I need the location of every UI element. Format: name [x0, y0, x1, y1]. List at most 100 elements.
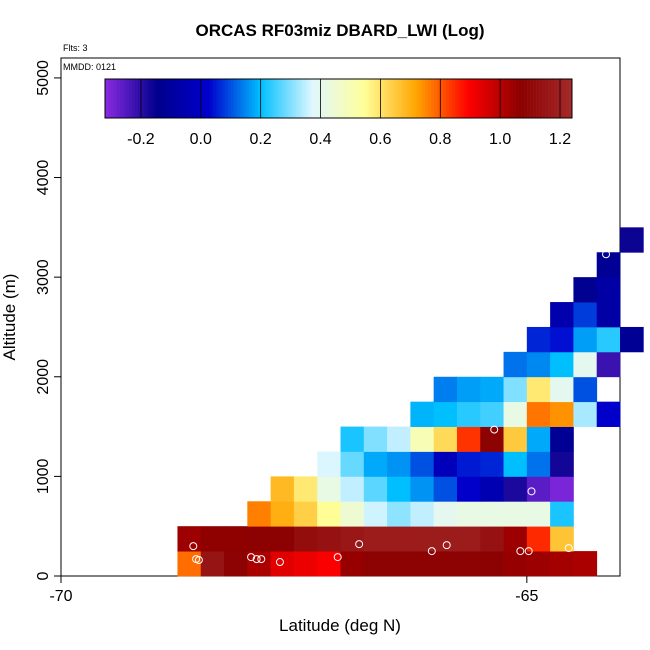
- colorbar-segment: [182, 79, 187, 118]
- colorbar-segment: [524, 79, 528, 118]
- heatmap-cell: [503, 476, 528, 502]
- heatmap-cell: [550, 476, 574, 502]
- heatmap-cell: [410, 451, 435, 477]
- colorbar-segment: [449, 79, 453, 118]
- colorbar-segment: [341, 79, 345, 118]
- heatmap-cell: [503, 401, 528, 427]
- flight-points: [189, 250, 611, 567]
- colorbar-segment: [119, 79, 124, 118]
- heatmap-cell: [317, 551, 341, 577]
- heatmap-cell: [387, 551, 411, 577]
- flight-point: [602, 250, 611, 259]
- heatmap-cell: [526, 401, 551, 427]
- colorbar-segment: [479, 79, 483, 118]
- heatmap-cell: [340, 426, 365, 452]
- colorbar-segment: [152, 79, 157, 118]
- colorbar-segment: [446, 79, 450, 118]
- heatmap-cell: [573, 277, 598, 303]
- colorbar-tick-label: 1.0: [489, 131, 511, 148]
- heatmap-cell: [433, 476, 458, 502]
- colorbar-segment: [320, 79, 324, 118]
- heatmap-cells: [177, 227, 644, 577]
- colorbar-segment: [497, 79, 501, 118]
- heatmap-cell: [456, 551, 481, 577]
- colorbar-segment: [230, 79, 235, 118]
- colorbar-segment: [359, 79, 363, 118]
- heatmap-cell: [526, 351, 551, 378]
- colorbar-segment: [548, 79, 552, 118]
- heatmap-cell: [247, 526, 272, 552]
- colorbar-segment: [317, 79, 321, 118]
- flight-point: [442, 541, 451, 550]
- colorbar-segment: [461, 79, 465, 118]
- heatmap-cell: [340, 551, 365, 577]
- colorbar-segment: [311, 79, 315, 118]
- heatmap-cell: [340, 451, 365, 477]
- colorbar-segment: [332, 79, 336, 118]
- heatmap-cell: [526, 326, 551, 353]
- heatmap-cell: [177, 551, 202, 577]
- y-tick-label: 1000: [35, 458, 52, 494]
- colorbar-segment: [221, 79, 226, 118]
- heatmap-cell: [550, 526, 574, 552]
- heatmap-cell: [573, 302, 598, 328]
- colorbar-segment: [155, 79, 160, 118]
- flight-point: [524, 547, 533, 556]
- heatmap-cell: [247, 551, 272, 577]
- colorbar-segment: [251, 79, 255, 118]
- colorbar-segment: [284, 79, 288, 118]
- heatmap-cell: [317, 476, 341, 502]
- heatmap-cell: [503, 426, 528, 452]
- colorbar-segment: [146, 79, 151, 118]
- heatmap-cell: [573, 551, 598, 577]
- heatmap-cell: [456, 501, 481, 527]
- heatmap-cell: [410, 551, 435, 577]
- colorbar-segment: [521, 79, 525, 118]
- colorbar-segment: [422, 79, 426, 118]
- heatmap-cell: [363, 526, 388, 552]
- y-tick-label: 4000: [35, 160, 52, 196]
- colorbar-segment: [485, 79, 489, 118]
- colorbar-segment: [383, 79, 387, 118]
- colorbar-segment: [245, 79, 249, 118]
- colorbar-segment: [488, 79, 492, 118]
- colorbar-segment: [188, 79, 193, 118]
- heatmap-cell: [480, 551, 504, 577]
- colorbar-segment: [476, 79, 480, 118]
- colorbar-segment: [254, 79, 258, 118]
- colorbar-segment: [413, 79, 417, 118]
- heatmap-cell: [480, 376, 504, 403]
- colorbar-segment: [500, 79, 504, 118]
- colorbar-segment: [518, 79, 522, 118]
- heatmap-cell: [317, 526, 341, 552]
- y-axis-label: Altitude (m): [0, 274, 19, 361]
- heatmap-cell: [410, 476, 435, 502]
- x-axis: -70 -65: [49, 576, 538, 605]
- flights-annotation: Flts: 3: [63, 43, 88, 53]
- colorbar-segment: [335, 79, 339, 118]
- heatmap-cell: [200, 551, 225, 577]
- heatmap-cell: [270, 551, 295, 577]
- heatmap-cell: [550, 451, 574, 477]
- flight-point: [275, 558, 284, 567]
- y-tick-label: 3000: [35, 259, 52, 295]
- colorbar-segment: [440, 79, 444, 118]
- heatmap-cell: [270, 526, 295, 552]
- colorbar-segment: [545, 79, 549, 118]
- colorbar-segment: [194, 79, 199, 118]
- colorbar-segment: [563, 79, 567, 118]
- heatmap-cell: [293, 476, 318, 502]
- colorbar-segment: [263, 79, 267, 118]
- colorbar-segment: [212, 79, 217, 118]
- colorbar-segment: [503, 79, 507, 118]
- colorbar-segment: [167, 79, 172, 118]
- heatmap-cell: [526, 526, 551, 552]
- colorbar-segment: [200, 79, 205, 118]
- colorbar-segment: [314, 79, 318, 118]
- heatmap-cell: [410, 426, 435, 452]
- colorbar-segment: [308, 79, 312, 118]
- colorbar-segment: [380, 79, 384, 118]
- heatmap-cell: [340, 526, 365, 552]
- heatmap-cell: [224, 551, 248, 577]
- colorbar-segment: [530, 79, 534, 118]
